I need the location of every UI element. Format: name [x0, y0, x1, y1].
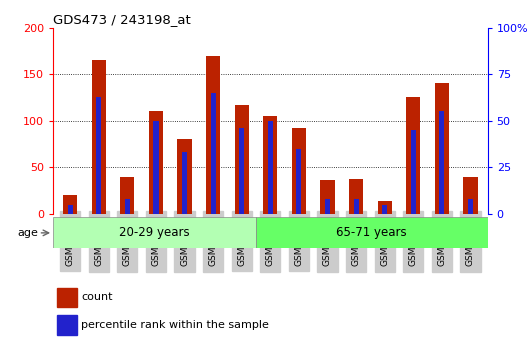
Bar [206, 56, 220, 214]
Bar [53, 217, 256, 248]
Bar [435, 83, 449, 214]
Text: 65-71 years: 65-71 years [337, 226, 407, 239]
Text: 20-29 years: 20-29 years [119, 226, 190, 239]
Bar [239, 128, 244, 214]
Bar [263, 116, 277, 214]
Text: count: count [81, 293, 113, 303]
Bar [349, 179, 363, 214]
Text: percentile rank within the sample: percentile rank within the sample [81, 321, 269, 331]
Bar [256, 217, 488, 248]
Bar [182, 152, 187, 214]
Bar [296, 149, 302, 214]
Bar [57, 315, 77, 335]
Text: GDS473 / 243198_at: GDS473 / 243198_at [53, 13, 191, 27]
Bar [292, 128, 306, 214]
Bar [235, 105, 249, 214]
Bar [92, 60, 106, 214]
Bar [57, 287, 77, 307]
Bar [153, 121, 158, 214]
Bar [149, 111, 163, 214]
Bar [320, 180, 334, 214]
Bar [468, 199, 473, 214]
Bar [382, 205, 387, 214]
Bar [325, 199, 330, 214]
Bar [210, 93, 216, 214]
Bar [68, 205, 73, 214]
Bar [377, 201, 392, 214]
Bar [96, 97, 101, 214]
Bar [411, 130, 416, 214]
Bar [120, 177, 135, 214]
Bar [268, 121, 273, 214]
Bar [439, 111, 445, 214]
Bar [354, 199, 359, 214]
Bar [125, 199, 130, 214]
Bar [63, 195, 77, 214]
Bar [463, 177, 478, 214]
Bar [178, 139, 192, 214]
Text: age: age [17, 228, 39, 238]
Bar [406, 97, 420, 214]
